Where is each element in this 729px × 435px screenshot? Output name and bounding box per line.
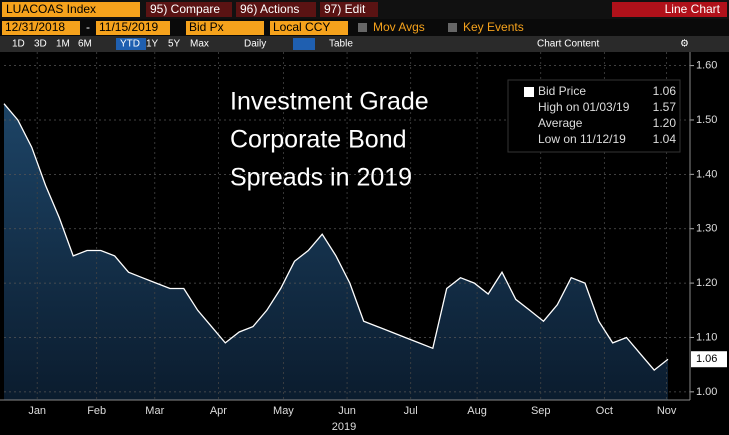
year-label: 2019 <box>332 421 356 433</box>
legend-label: Bid Price <box>538 84 586 98</box>
legend-label: Average <box>538 116 583 130</box>
period[interactable]: 1Y <box>146 39 159 50</box>
legend-label: Low on 11/12/19 <box>538 132 626 146</box>
y-tick-label: 1.40 <box>696 168 717 180</box>
x-tick-label: Jun <box>338 405 356 417</box>
mov-avgs[interactable]: Mov Avgs <box>373 20 425 34</box>
period[interactable]: Max <box>190 39 209 50</box>
field-box[interactable] <box>186 21 264 35</box>
x-tick-label: Mar <box>145 405 164 417</box>
legend-value: 1.06 <box>653 84 677 98</box>
x-tick-label: Apr <box>210 405 227 417</box>
actions[interactable]: 96) Actions <box>240 2 299 16</box>
date-box[interactable] <box>2 21 80 35</box>
x-tick-label: Aug <box>467 405 487 417</box>
line <box>3 103 669 371</box>
currency[interactable]: Local CCY <box>273 20 330 34</box>
checkbox[interactable] <box>448 23 457 32</box>
legend-box <box>507 79 681 153</box>
legend-swatch <box>524 87 534 97</box>
last-value: 1.06 <box>696 353 717 365</box>
x-tick-label: Jan <box>28 405 46 417</box>
view-title: Line Chart <box>665 2 721 16</box>
dash: - <box>86 20 90 34</box>
y-tick-label: 1.30 <box>696 223 717 235</box>
period[interactable]: 3D <box>34 39 47 50</box>
start-date[interactable]: 12/31/2018 <box>5 20 65 34</box>
compare[interactable]: 95) Compare <box>150 2 220 16</box>
legend-value: 1.57 <box>653 100 677 114</box>
y-tick-label: 1.50 <box>696 114 717 126</box>
period-buttons: 1D 3D 1M 6M YTD 1Y 5Y Max Daily <box>12 38 266 50</box>
toolbar <box>0 36 729 52</box>
x-tick-label: Oct <box>596 405 613 417</box>
y-tick-label: 1.20 <box>696 277 717 289</box>
currency-box[interactable] <box>270 21 348 35</box>
checkbox[interactable] <box>358 23 367 32</box>
period[interactable]: YTD <box>120 39 140 50</box>
chart-type-icon[interactable] <box>293 38 315 50</box>
period[interactable]: 1M <box>56 39 70 50</box>
plot: 1.00 1.10 1.20 1.30 1.40 1.50 1.60 Jan Feb Mar Apr… <box>0 52 727 433</box>
edit[interactable]: 97) Edit <box>324 2 366 16</box>
frequency[interactable]: Daily <box>244 39 266 50</box>
table[interactable]: Table <box>329 39 353 50</box>
period[interactable]: 6M <box>78 39 92 50</box>
chart-content[interactable]: Chart Content <box>537 39 599 50</box>
active-period <box>116 38 146 50</box>
end-date[interactable]: 11/15/2019 <box>99 20 158 34</box>
view-box <box>612 2 727 17</box>
settings-icon[interactable]: ⚙ <box>680 39 689 50</box>
annotation: Spreads in 2019 <box>230 164 412 192</box>
button[interactable] <box>236 2 316 17</box>
period[interactable]: 5Y <box>168 39 181 50</box>
legend-value: 1.20 <box>653 116 677 130</box>
x-tick-label: May <box>273 405 294 417</box>
x-tick-label: Feb <box>87 405 106 417</box>
button[interactable] <box>320 2 378 17</box>
ticker-box[interactable] <box>2 2 140 17</box>
annotation: Corporate Bond <box>230 126 407 154</box>
legend-value: 1.04 <box>653 132 677 146</box>
period[interactable]: 1D <box>12 39 25 50</box>
y-tick-label: 1.10 <box>696 331 717 343</box>
y-tick-label: 1.00 <box>696 386 717 398</box>
button[interactable] <box>146 2 232 17</box>
x-tick-label: Sep <box>531 405 551 417</box>
key-events[interactable]: Key Events <box>463 20 524 34</box>
y-tick-label: 1.60 <box>696 60 717 72</box>
annotation: Investment Grade <box>230 88 429 116</box>
ticker: LUACOAS Index <box>6 2 96 16</box>
area <box>4 103 668 400</box>
date-box[interactable] <box>96 21 170 35</box>
last-value-tag <box>691 351 727 368</box>
field[interactable]: Bid Px <box>189 20 224 34</box>
x-tick-label: Jul <box>404 405 418 417</box>
legend-label: High on 01/03/19 <box>538 100 630 114</box>
x-tick-label: Nov <box>657 405 677 417</box>
